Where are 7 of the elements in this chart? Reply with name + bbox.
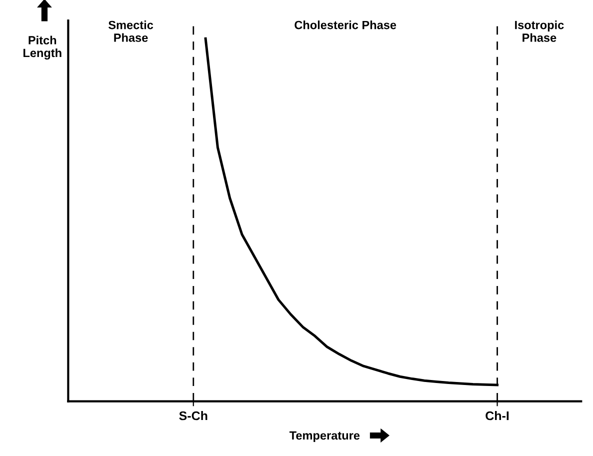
- text: Smectic Phase: [108, 20, 154, 42]
- text: Cholesteric Phase: [294, 20, 396, 30]
- text: Pitch Length: [23, 36, 62, 60]
- x-tick-label: S-Ch: [179, 411, 208, 420]
- text: Isotropic Phase: [515, 20, 564, 42]
- x-tick-label: Ch-I: [486, 411, 509, 420]
- x-axis-title: Temperature: [289, 431, 360, 442]
